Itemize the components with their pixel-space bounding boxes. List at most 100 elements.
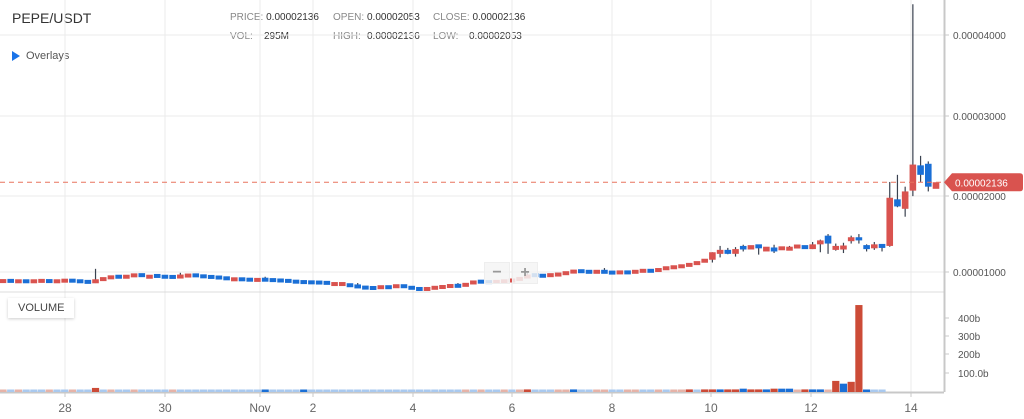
volume-bar — [7, 389, 15, 392]
volume-bar — [731, 389, 740, 392]
zoom-out-button[interactable]: − — [484, 262, 510, 284]
y-tick-label: 0.00001000 — [953, 268, 1006, 279]
candle-body — [400, 284, 408, 289]
volume-bar — [462, 389, 470, 392]
volume-bar — [130, 389, 138, 392]
candle-body — [639, 268, 647, 273]
volume-bar — [647, 389, 655, 392]
y-tick-label: 0.00004000 — [953, 31, 1006, 42]
candle-body — [578, 269, 585, 274]
candle-body — [323, 280, 331, 285]
candle-body — [284, 278, 292, 283]
candle-body — [716, 249, 724, 254]
candle-body — [423, 286, 431, 291]
candle-body — [932, 182, 940, 189]
volume-bar — [685, 389, 693, 392]
candle-body — [739, 245, 747, 250]
candle-body — [693, 261, 701, 266]
candle-body — [454, 283, 462, 288]
volume-bar — [369, 389, 377, 392]
candle-body — [678, 264, 685, 269]
candle-body — [685, 262, 693, 267]
candle-body — [747, 245, 755, 250]
expand-triangle-icon — [12, 51, 20, 61]
candle-body — [130, 273, 138, 278]
candle-body — [30, 279, 38, 284]
low-value: 0.00002053 — [469, 31, 522, 42]
candle-body — [123, 274, 130, 279]
volume-bar — [246, 389, 254, 392]
volume-bar — [677, 389, 686, 392]
volume-tick-label: 400b — [958, 314, 981, 325]
volume-bar — [400, 389, 408, 392]
candle-body — [231, 277, 238, 282]
candle-body — [169, 274, 176, 279]
price-label: PRICE: — [230, 12, 264, 23]
candle-body — [601, 269, 608, 274]
volume-bar — [739, 388, 747, 392]
high-label: HIGH: — [333, 31, 361, 42]
volume-bar — [115, 389, 123, 392]
x-tick-label: Nov — [249, 401, 270, 415]
candle-body — [593, 269, 601, 274]
volume-bar — [22, 389, 30, 392]
volume-bar — [523, 389, 531, 392]
volume-bar — [662, 389, 670, 392]
overlays-toggle[interactable]: Overlays — [12, 50, 69, 62]
volume-bar — [569, 389, 578, 392]
candle-body — [894, 199, 901, 207]
candle-body — [855, 237, 863, 241]
candle-body — [261, 277, 269, 282]
volume-bar — [184, 389, 192, 392]
volume-bar — [207, 389, 215, 392]
high-value: 0.00002136 — [367, 31, 420, 42]
candle-body — [277, 278, 284, 283]
volume-bar — [53, 389, 61, 392]
candle-body — [608, 270, 616, 275]
candle-body — [53, 279, 61, 284]
volume-bar — [755, 389, 763, 392]
candle-body — [917, 165, 924, 175]
candle-body — [138, 273, 146, 278]
volume-bar — [747, 389, 755, 392]
candle-body — [7, 278, 15, 283]
volume-tick-label: 100.0b — [958, 369, 989, 380]
volume-bar — [516, 389, 524, 392]
volume-bar — [708, 389, 716, 392]
volume-bar — [639, 389, 647, 392]
candle-body — [439, 285, 446, 290]
candle-body — [431, 285, 439, 290]
volume-bar — [284, 389, 292, 392]
volume-bar — [415, 389, 423, 392]
candle-body — [809, 244, 816, 250]
candle-body — [763, 246, 770, 252]
candle-body — [416, 286, 423, 291]
volume-bar — [531, 389, 539, 392]
volume-bar — [539, 389, 547, 392]
x-tick-label: 4 — [410, 401, 417, 415]
zoom-in-button[interactable]: + — [512, 262, 538, 284]
volume-tick-label: 300b — [958, 332, 981, 343]
candle-body — [539, 273, 547, 278]
candle-body — [38, 278, 45, 283]
candle-body — [701, 258, 708, 263]
candle-body — [99, 277, 107, 282]
volume-bar — [330, 389, 339, 392]
zoom-controls: − + — [484, 262, 538, 284]
volume-bar — [423, 389, 431, 392]
volume-bar — [508, 389, 516, 392]
volume-bar — [269, 389, 277, 392]
candle-body — [200, 274, 207, 279]
volume-bar — [469, 389, 477, 392]
candle-body — [377, 285, 385, 290]
candle-body — [570, 269, 577, 274]
candle-body — [392, 284, 400, 289]
volume-bar — [809, 389, 817, 392]
candle-body — [817, 240, 824, 245]
volume-bar — [61, 389, 69, 392]
volume-bar — [354, 389, 362, 392]
candle-body — [878, 243, 886, 248]
volume-bar — [670, 389, 678, 392]
candle-body — [778, 246, 786, 251]
